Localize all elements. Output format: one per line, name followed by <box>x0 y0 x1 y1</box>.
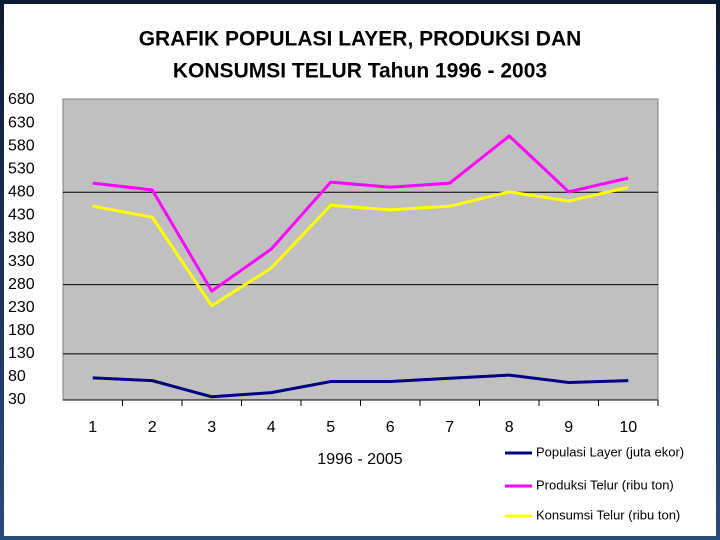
y-tick-label: 580 <box>8 137 35 154</box>
x-tick-label: 4 <box>267 419 276 436</box>
y-tick-label: 430 <box>8 207 35 224</box>
y-tick-label: 630 <box>8 114 35 131</box>
chart-title: KONSUMSI TELUR Tahun 1996 - 2003 <box>173 60 547 83</box>
plot-area <box>62 98 659 401</box>
x-tick-label: 7 <box>445 419 454 436</box>
x-tick-label: 8 <box>505 419 514 436</box>
legend-label: Produksi Telur (ribu ton) <box>536 477 674 492</box>
x-axis-label: 1996 - 2005 <box>317 451 403 468</box>
series-line <box>92 134 629 293</box>
x-tick-label: 1 <box>88 419 97 436</box>
x-tick-label: 2 <box>148 419 157 436</box>
x-tick-label: 5 <box>326 419 335 436</box>
legend-label: Konsumsi Telur (ribu ton) <box>536 507 680 522</box>
x-tick-label: 3 <box>207 419 216 436</box>
series-line <box>92 185 629 308</box>
y-tick-label: 180 <box>8 322 35 339</box>
y-tick-label: 530 <box>8 160 35 177</box>
x-tick-label: 9 <box>564 419 573 436</box>
y-tick-label: 280 <box>8 276 35 293</box>
series-line <box>92 373 629 399</box>
y-tick-label: 30 <box>8 391 26 408</box>
y-tick-label: 480 <box>8 184 35 201</box>
y-tick-label: 130 <box>8 345 35 362</box>
y-tick-label: 80 <box>8 368 26 385</box>
y-tick-label: 330 <box>8 253 35 270</box>
x-tick-label: 10 <box>619 419 637 436</box>
chart-title: GRAFIK POPULASI LAYER, PRODUKSI DAN <box>139 28 582 51</box>
y-tick-label: 380 <box>8 230 35 247</box>
x-tick-label: 6 <box>386 419 395 436</box>
y-tick-label: 680 <box>8 91 35 108</box>
y-tick-label: 230 <box>8 299 35 316</box>
legend-label: Populasi Layer (juta ekor) <box>536 444 684 459</box>
